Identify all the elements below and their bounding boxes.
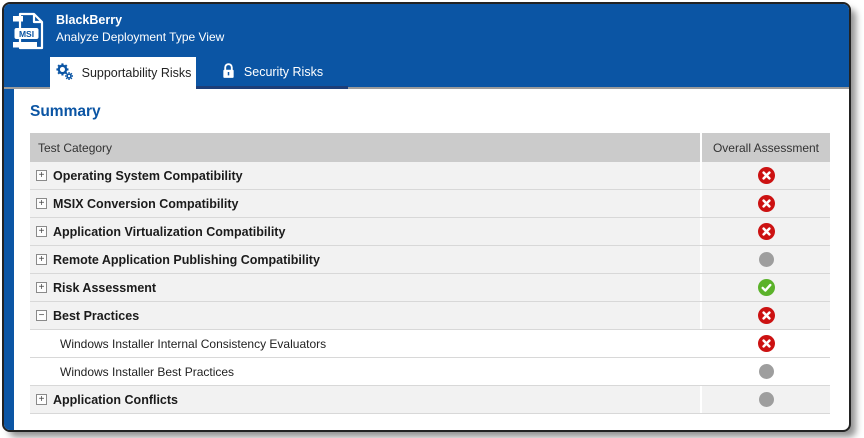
error-status-icon: [757, 307, 775, 324]
table-row: + MSIX Conversion Compatibility: [30, 190, 830, 218]
row-label: Best Practices: [53, 308, 140, 323]
overall-assessment-cell: [700, 246, 830, 273]
overall-assessment-cell: [700, 302, 830, 329]
gears-icon: [55, 62, 74, 84]
table-row: + Application Conflicts: [30, 386, 830, 414]
test-category-cell: Windows Installer Internal Consistency E…: [30, 330, 700, 357]
window-chrome: MSI BlackBerry Analyze Deployment Type V…: [4, 4, 849, 89]
overall-assessment-cell: [700, 190, 830, 217]
summary-title: Summary: [30, 103, 101, 120]
tab-bar: Supportability Risks Security Risks: [4, 57, 849, 89]
not-run-status-icon: [758, 392, 774, 407]
expand-plus-icon[interactable]: +: [36, 170, 47, 181]
test-category-cell: + Remote Application Publishing Compatibi…: [30, 246, 700, 273]
test-category-cell: + MSIX Conversion Compatibility: [30, 190, 700, 217]
table-row: + Operating System Compatibility: [30, 162, 830, 190]
tab-label: Security Risks: [243, 64, 324, 79]
row-label: Windows Installer Internal Consistency E…: [60, 336, 327, 351]
table-row: + Remote Application Publishing Compatibi…: [30, 246, 830, 274]
table-row: Windows Installer Best Practices: [30, 358, 830, 386]
error-status-icon: [757, 223, 775, 240]
column-header-test-category: Test Category: [38, 140, 113, 155]
expand-plus-icon[interactable]: +: [36, 282, 47, 293]
collapse-minus-icon[interactable]: −: [36, 310, 47, 321]
error-status-icon: [757, 195, 775, 212]
test-category-cell: + Application Conflicts: [30, 386, 700, 413]
row-label: Operating System Compatibility: [53, 168, 243, 183]
content-area: Summary Test Category Overall Assessment…: [14, 89, 849, 430]
expand-plus-icon[interactable]: +: [36, 394, 47, 405]
test-category-cell: + Operating System Compatibility: [30, 162, 700, 189]
table-row: + Risk Assessment: [30, 274, 830, 302]
row-label: Remote Application Publishing Compatibil…: [53, 252, 320, 267]
overall-assessment-cell: [700, 162, 830, 189]
error-status-icon: [757, 335, 775, 352]
row-label: MSIX Conversion Compatibility: [53, 196, 239, 211]
row-label: Risk Assessment: [53, 280, 157, 295]
window-body: Summary Test Category Overall Assessment…: [4, 89, 849, 430]
overall-assessment-cell: [700, 358, 830, 385]
table-header-row: Test Category Overall Assessment: [30, 133, 830, 162]
summary-table-rows: + Operating System Compatibility + MSIX Con…: [30, 162, 830, 414]
analyze-view-window: MSI BlackBerry Analyze Deployment Type V…: [2, 2, 851, 432]
overall-assessment-cell: [700, 386, 830, 413]
expand-plus-icon[interactable]: +: [36, 198, 47, 209]
test-category-cell: − Best Practices: [30, 302, 700, 329]
not-run-status-icon: [758, 252, 774, 267]
row-label: Application Conflicts: [53, 392, 178, 407]
expand-plus-icon[interactable]: +: [36, 226, 47, 237]
table-row: Windows Installer Internal Consistency E…: [30, 330, 830, 358]
expand-plus-icon[interactable]: +: [36, 254, 47, 265]
msi-file-icon: MSI: [13, 11, 47, 51]
test-category-cell: + Risk Assessment: [30, 274, 700, 301]
test-category-cell: Windows Installer Best Practices: [30, 358, 700, 385]
success-status-icon: [757, 279, 775, 296]
test-category-cell: + Application Virtualization Compatibilit…: [30, 218, 700, 245]
package-title: BlackBerry: [56, 13, 123, 27]
summary-table: Test Category Overall Assessment + Operat…: [30, 133, 830, 414]
tab-security-risks[interactable]: Security Risks: [196, 57, 348, 86]
left-accent-strip: [4, 89, 14, 430]
error-status-icon: [757, 167, 775, 184]
table-row: − Best Practices: [30, 302, 830, 330]
row-label: Application Virtualization Compatibility: [53, 224, 286, 239]
window-header: MSI BlackBerry Analyze Deployment Type V…: [4, 4, 849, 51]
row-label: Windows Installer Best Practices: [60, 364, 235, 379]
column-header-overall-assessment: Overall Assessment: [700, 133, 830, 162]
tab-supportability-risks[interactable]: Supportability Risks: [50, 57, 196, 89]
not-run-status-icon: [758, 364, 774, 379]
overall-assessment-cell: [700, 274, 830, 301]
msi-file-icon-label: MSI: [19, 29, 34, 39]
overall-assessment-cell: [700, 330, 830, 357]
view-subtitle: Analyze Deployment Type View: [56, 30, 225, 44]
table-row: + Application Virtualization Compatibilit…: [30, 218, 830, 246]
header-titles: BlackBerry Analyze Deployment Type View: [56, 13, 224, 45]
overall-assessment-cell: [700, 218, 830, 245]
tab-label: Supportability Risks: [81, 66, 192, 80]
lock-icon: [221, 62, 236, 82]
tab-underline: [196, 86, 348, 89]
